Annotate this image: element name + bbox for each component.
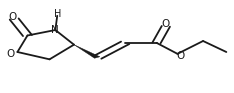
Text: O: O — [8, 12, 16, 22]
Text: N: N — [51, 25, 59, 35]
Text: O: O — [176, 51, 184, 61]
Text: O: O — [7, 49, 15, 59]
Polygon shape — [74, 45, 100, 58]
Text: H: H — [54, 9, 61, 19]
Text: O: O — [162, 19, 170, 29]
